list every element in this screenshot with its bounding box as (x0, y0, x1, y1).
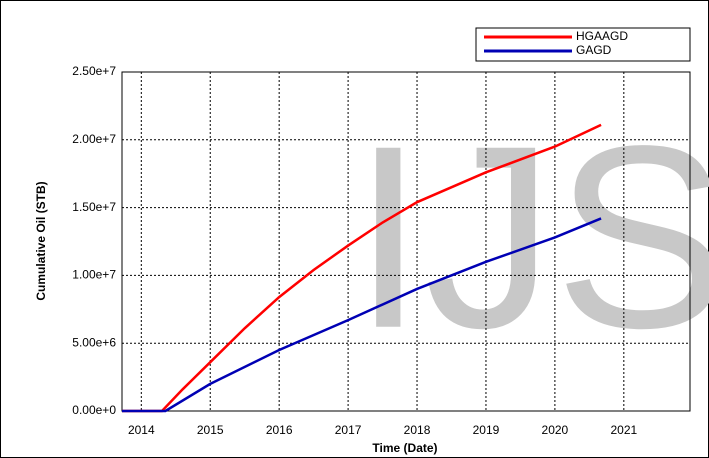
legend-label: HGAAGD (576, 29, 628, 43)
x-tick-label: 2017 (335, 423, 362, 437)
y-tick-label: 2.50e+7 (72, 64, 116, 78)
y-tick-label: 2.00e+7 (72, 132, 116, 146)
y-tick-label: 1.50e+7 (72, 200, 116, 214)
series-line (122, 217, 602, 413)
legend-label: GAGD (576, 43, 612, 57)
legend-box (475, 27, 691, 62)
x-tick-label: 2020 (542, 423, 569, 437)
x-tick-label: 2016 (266, 423, 293, 437)
y-tick-label: 0.00e+0 (72, 403, 116, 417)
x-tick-label: 2021 (610, 423, 637, 437)
y-tick-label: 1.00e+7 (72, 268, 116, 282)
x-axis-label: Time (Date) (372, 441, 437, 455)
x-tick-label: 2015 (197, 423, 224, 437)
y-tick-label: 5.00e+6 (72, 335, 116, 349)
x-tick-label: 2019 (473, 423, 500, 437)
x-tick-label: 2018 (404, 423, 431, 437)
y-axis-label: Cumulative Oil (STB) (34, 181, 48, 300)
watermark: IJS (352, 93, 709, 383)
series-line (122, 123, 602, 413)
x-tick-label: 2014 (128, 423, 155, 437)
